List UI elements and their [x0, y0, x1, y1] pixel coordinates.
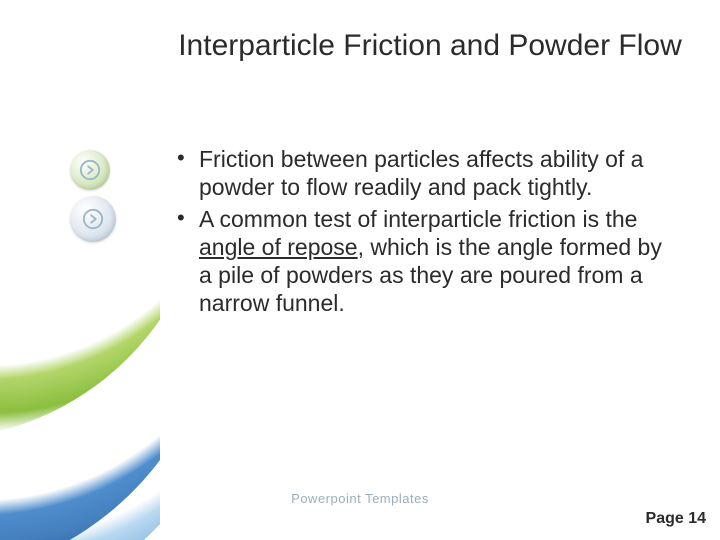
arrow-right-circle-icon [70, 150, 110, 190]
page-number: Page 14 [646, 510, 706, 528]
bullet-text: Friction between particles affects abili… [199, 146, 643, 200]
body-text: Friction between particles affects abili… [175, 145, 680, 321]
bullet-text-underlined: angle of repose [199, 234, 358, 260]
arrow-right-circle-icon [70, 196, 116, 242]
footer-brand: Powerpoint Templates [0, 491, 720, 506]
swoosh-blue-dark [0, 0, 160, 540]
left-decorative-panel [0, 0, 160, 540]
bullet-item: Friction between particles affects abili… [175, 145, 680, 201]
bullet-text-pre: A common test of interparticle friction … [199, 206, 637, 232]
bullet-item: A common test of interparticle friction … [175, 205, 680, 317]
page-title: Interparticle Friction and Powder Flow [150, 28, 710, 63]
nav-dots [70, 150, 116, 242]
